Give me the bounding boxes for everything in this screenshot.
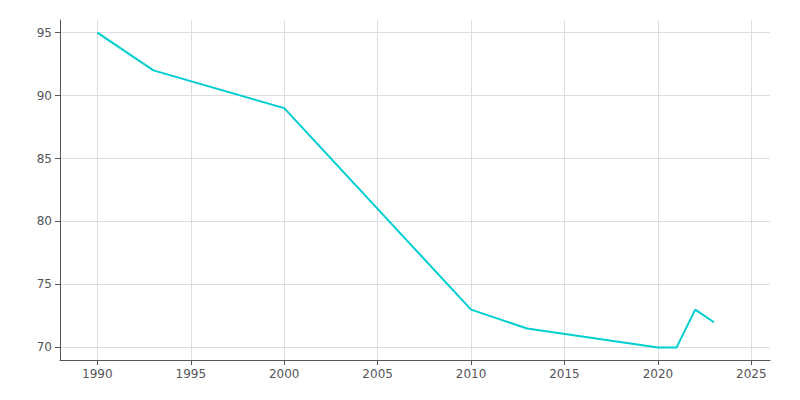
svg-text:95: 95 <box>37 26 52 40</box>
svg-text:1995: 1995 <box>176 367 207 381</box>
svg-text:90: 90 <box>37 89 52 103</box>
svg-text:2010: 2010 <box>456 367 487 381</box>
svg-text:2000: 2000 <box>269 367 300 381</box>
svg-text:2015: 2015 <box>549 367 580 381</box>
svg-text:2005: 2005 <box>362 367 393 381</box>
svg-text:2020: 2020 <box>643 367 674 381</box>
svg-text:80: 80 <box>37 214 52 228</box>
svg-text:1990: 1990 <box>82 367 113 381</box>
svg-text:75: 75 <box>37 277 52 291</box>
svg-text:70: 70 <box>37 340 52 354</box>
svg-text:2025: 2025 <box>736 367 767 381</box>
svg-text:85: 85 <box>37 152 52 166</box>
